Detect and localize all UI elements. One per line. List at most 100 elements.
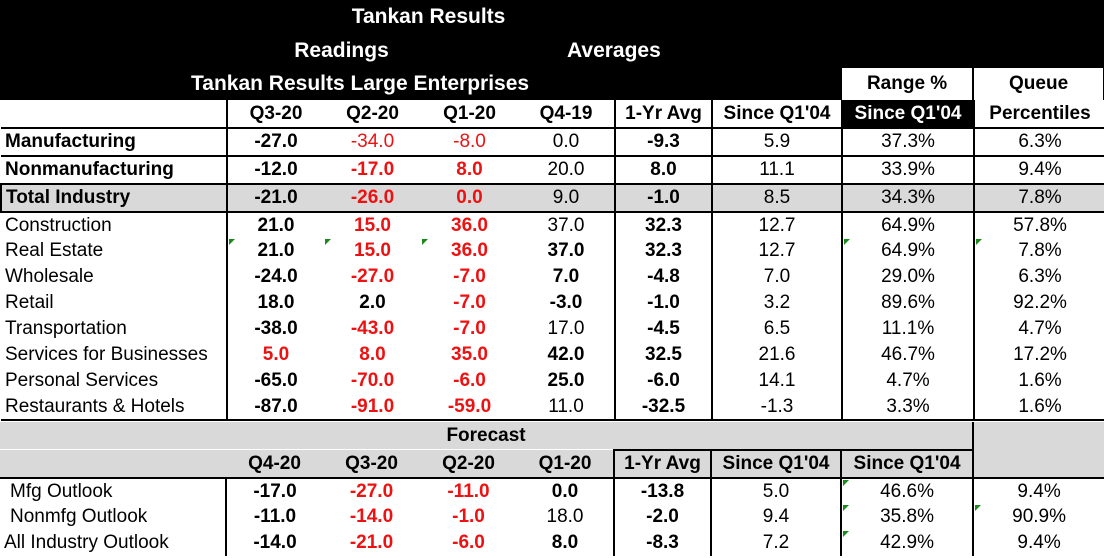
cell: 21.0 xyxy=(226,238,324,264)
col-header: Since Q1'04 xyxy=(711,100,842,129)
cell: 11.1 xyxy=(711,155,842,184)
row-label: Retail xyxy=(5,292,54,313)
cell: -34.0 xyxy=(350,131,395,152)
cell: -6.0 xyxy=(614,368,712,394)
cell: -17.0 xyxy=(225,478,323,504)
cell: 33.9% xyxy=(841,155,974,184)
cell: 14.1 xyxy=(711,368,842,394)
cell: -26.0 xyxy=(324,183,421,212)
forecast-column-header-row: Q4-20 Q3-20 Q2-20 Q1-20 1-Yr Avg Since Q… xyxy=(0,449,1104,479)
cell: 34.3% xyxy=(841,183,974,212)
cell: 18.0 xyxy=(226,290,324,316)
cell: -4.5 xyxy=(614,316,712,342)
row-label: Nonmanufacturing xyxy=(1,155,227,184)
row-label: Mfg Outlook xyxy=(10,480,113,502)
forecast-table: Forecast Q4-20 Q3-20 Q2-20 Q1-20 1-Yr Av… xyxy=(0,422,1104,556)
cell: 7.0 xyxy=(552,266,580,287)
cell: 42.0 xyxy=(547,344,585,365)
table-row: All Industry Outlook -14.0 -21.0 -6.0 8.… xyxy=(0,530,1104,556)
column-header-row: Q3-20 Q2-20 Q1-20 Q4-19 1-Yr Avg Since Q… xyxy=(1,100,1104,129)
cell: -65.0 xyxy=(226,368,324,394)
cell: 29.0% xyxy=(841,264,974,290)
cell: -87.0 xyxy=(226,394,324,420)
cell: -43.0 xyxy=(350,318,395,339)
cell: -4.8 xyxy=(614,264,712,290)
readings-table: Q3-20 Q2-20 Q1-20 Q4-19 1-Yr Avg Since Q… xyxy=(0,100,1104,421)
col-header: Q4-19 xyxy=(518,100,615,129)
cell: 9.0 xyxy=(518,183,615,212)
cell: 42.9% xyxy=(839,530,974,556)
cell: 9.4% xyxy=(972,478,1104,504)
cell: 21.6 xyxy=(711,342,842,368)
cell: 21.0 xyxy=(226,211,324,238)
forecast-title-row: Forecast xyxy=(0,422,1104,450)
row-label: Services for Businesses xyxy=(5,344,208,365)
range-header: Range % xyxy=(840,68,975,100)
table-row: Nonmfg Outlook -11.0 -14.0 -1.0 18.0 -2.… xyxy=(0,504,1104,530)
cell: 0.0 xyxy=(551,480,579,502)
cell: 37.3% xyxy=(841,128,974,156)
cell: 12.7 xyxy=(711,211,842,238)
cell: -14.0 xyxy=(225,530,323,556)
cell: -6.0 xyxy=(453,370,486,391)
cell: 17.2% xyxy=(973,342,1104,368)
cell: -11.0 xyxy=(225,504,323,530)
row-label: Restaurants & Hotels xyxy=(5,395,185,417)
table-row: Personal Services -65.0 -70.0 -6.0 25.0 … xyxy=(1,368,1104,394)
col-header: Since Q1'04 xyxy=(710,449,841,479)
cell: -27.0 xyxy=(226,128,324,156)
cell: 35.0 xyxy=(451,344,488,365)
cell: 90.9% xyxy=(972,504,1104,530)
readings-header: Readings xyxy=(0,33,517,68)
cell: 3.3% xyxy=(841,394,974,420)
cell: 25.0 xyxy=(547,370,585,391)
row-label: Transportation xyxy=(5,318,127,339)
cell: 92.2% xyxy=(973,290,1104,316)
row-label: Construction xyxy=(1,211,227,238)
cell: -21.0 xyxy=(226,183,324,212)
col-header: Q3-20 xyxy=(226,100,324,129)
cell: 7.0 xyxy=(711,264,842,290)
cell: -70.0 xyxy=(350,370,395,391)
cell: -27.0 xyxy=(349,480,394,502)
cell: -27.0 xyxy=(350,266,395,287)
cell: 7.8% xyxy=(973,238,1104,264)
col-header: Q4-20 xyxy=(226,450,323,479)
cell: -32.5 xyxy=(614,394,712,420)
cell: 8.0 xyxy=(359,344,386,365)
cell: -8.3 xyxy=(613,530,711,556)
cell: 7.2 xyxy=(710,530,841,556)
cell: 64.9% xyxy=(841,238,974,264)
averages-header: Averages xyxy=(517,33,974,68)
table-row: Manufacturing -27.0 -34.0 -8.0 0.0 -9.3 … xyxy=(1,128,1104,156)
cell: -1.3 xyxy=(711,394,842,420)
cell: 5.9 xyxy=(711,128,842,156)
col-header: Q3-20 xyxy=(323,450,420,479)
cell: 1.6% xyxy=(973,394,1104,420)
table-row: Wholesale -24.0 -27.0 -7.0 7.0 -4.8 7.0 … xyxy=(1,264,1104,290)
cell: -1.0 xyxy=(614,183,712,212)
cell: 5.0 xyxy=(710,478,841,504)
cell: 0.0 xyxy=(552,131,580,152)
cell: -7.0 xyxy=(453,292,486,313)
table-row: Real Estate 21.0 15.0 36.0 37.0 32.3 12.… xyxy=(1,238,1104,264)
cell: -12.0 xyxy=(226,155,324,184)
cell: -3.0 xyxy=(549,292,583,313)
cell: -24.0 xyxy=(226,264,324,290)
cell: -1.0 xyxy=(452,506,485,527)
col-header: 1-Yr Avg xyxy=(613,449,711,479)
cell: 15.0 xyxy=(324,211,421,238)
col-header: Since Q1'04 xyxy=(841,100,974,129)
cell: 36.0 xyxy=(421,238,518,264)
row-label: Nonmfg Outlook xyxy=(10,506,148,527)
cell: 18.0 xyxy=(546,506,584,527)
table-row: Services for Businesses 5.0 8.0 35.0 42.… xyxy=(1,342,1104,368)
table-row-highlight: Total Industry -21.0 -26.0 0.0 9.0 -1.0 … xyxy=(0,183,1104,212)
table-row: Nonmanufacturing -12.0 -17.0 8.0 20.0 8.… xyxy=(1,155,1104,184)
cell: 2.0 xyxy=(359,292,386,313)
cell: 20.0 xyxy=(518,155,615,184)
cell: 46.7% xyxy=(841,342,974,368)
cell: -9.3 xyxy=(614,128,712,156)
cell: 89.6% xyxy=(841,290,974,316)
cell: 37.0 xyxy=(518,211,615,238)
